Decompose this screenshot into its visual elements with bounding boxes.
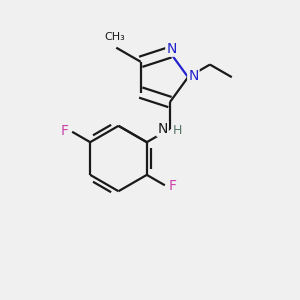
- Text: H: H: [173, 124, 182, 137]
- Text: N: N: [158, 122, 168, 136]
- Text: F: F: [168, 179, 176, 193]
- Text: CH₃: CH₃: [104, 32, 125, 42]
- Text: N: N: [166, 42, 177, 56]
- Text: N: N: [188, 69, 199, 83]
- Text: F: F: [61, 124, 69, 138]
